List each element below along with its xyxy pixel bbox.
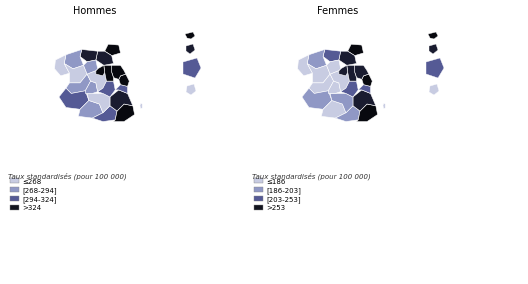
Polygon shape (426, 58, 444, 78)
Polygon shape (302, 88, 332, 109)
Polygon shape (362, 74, 372, 86)
Polygon shape (64, 49, 83, 69)
Polygon shape (355, 65, 369, 79)
Polygon shape (307, 49, 326, 69)
Polygon shape (339, 65, 347, 76)
Polygon shape (186, 44, 195, 54)
Bar (10, 178, 19, 183)
Polygon shape (309, 74, 334, 93)
Text: Femmes: Femmes (317, 6, 359, 16)
Polygon shape (119, 74, 129, 86)
Polygon shape (112, 65, 126, 79)
Text: Taux standardisés (pour 100 000): Taux standardisés (pour 100 000) (252, 172, 371, 179)
Text: >253: >253 (266, 206, 285, 212)
Polygon shape (341, 81, 358, 97)
Polygon shape (140, 103, 143, 109)
Polygon shape (64, 64, 87, 83)
Polygon shape (92, 106, 117, 122)
Polygon shape (59, 88, 89, 109)
Polygon shape (115, 85, 128, 93)
Polygon shape (383, 103, 385, 109)
Polygon shape (347, 65, 356, 81)
Polygon shape (105, 44, 120, 56)
Bar (254, 196, 263, 201)
Polygon shape (330, 70, 350, 92)
Polygon shape (87, 93, 110, 113)
Polygon shape (429, 44, 438, 54)
Bar (10, 205, 19, 210)
Polygon shape (87, 70, 107, 92)
Bar (10, 196, 19, 201)
Polygon shape (330, 93, 353, 113)
Text: ≤186: ≤186 (266, 179, 285, 185)
Polygon shape (335, 106, 360, 122)
Polygon shape (307, 64, 330, 83)
Text: [203-253]: [203-253] (266, 196, 300, 203)
Bar (254, 205, 263, 210)
Polygon shape (186, 84, 196, 95)
Polygon shape (98, 81, 115, 97)
Text: [186-203]: [186-203] (266, 187, 301, 194)
Polygon shape (183, 58, 201, 78)
Bar (254, 187, 263, 192)
Polygon shape (80, 49, 98, 62)
Polygon shape (83, 60, 98, 74)
Polygon shape (353, 90, 376, 111)
Text: >324: >324 (22, 206, 41, 212)
Polygon shape (110, 90, 133, 111)
Polygon shape (96, 51, 114, 65)
Polygon shape (54, 55, 70, 76)
Bar (10, 187, 19, 192)
Polygon shape (347, 44, 363, 56)
Polygon shape (66, 74, 91, 93)
Polygon shape (185, 32, 195, 39)
Polygon shape (86, 81, 98, 93)
Polygon shape (321, 101, 346, 118)
Polygon shape (114, 104, 135, 122)
Bar (254, 178, 263, 183)
Polygon shape (358, 85, 371, 93)
Text: ≤268: ≤268 (22, 179, 41, 185)
Polygon shape (429, 84, 439, 95)
Polygon shape (356, 104, 378, 122)
Polygon shape (96, 65, 105, 76)
Text: Taux standardisés (pour 100 000): Taux standardisés (pour 100 000) (8, 172, 127, 179)
Polygon shape (78, 101, 103, 118)
Polygon shape (428, 32, 438, 39)
Text: [268-294]: [268-294] (22, 187, 56, 194)
Polygon shape (339, 51, 356, 65)
Polygon shape (104, 65, 114, 81)
Text: [294-324]: [294-324] (22, 196, 56, 203)
Polygon shape (326, 60, 341, 74)
Text: Hommes: Hommes (73, 6, 117, 16)
Polygon shape (328, 81, 341, 93)
Polygon shape (323, 49, 341, 62)
Polygon shape (297, 55, 313, 76)
